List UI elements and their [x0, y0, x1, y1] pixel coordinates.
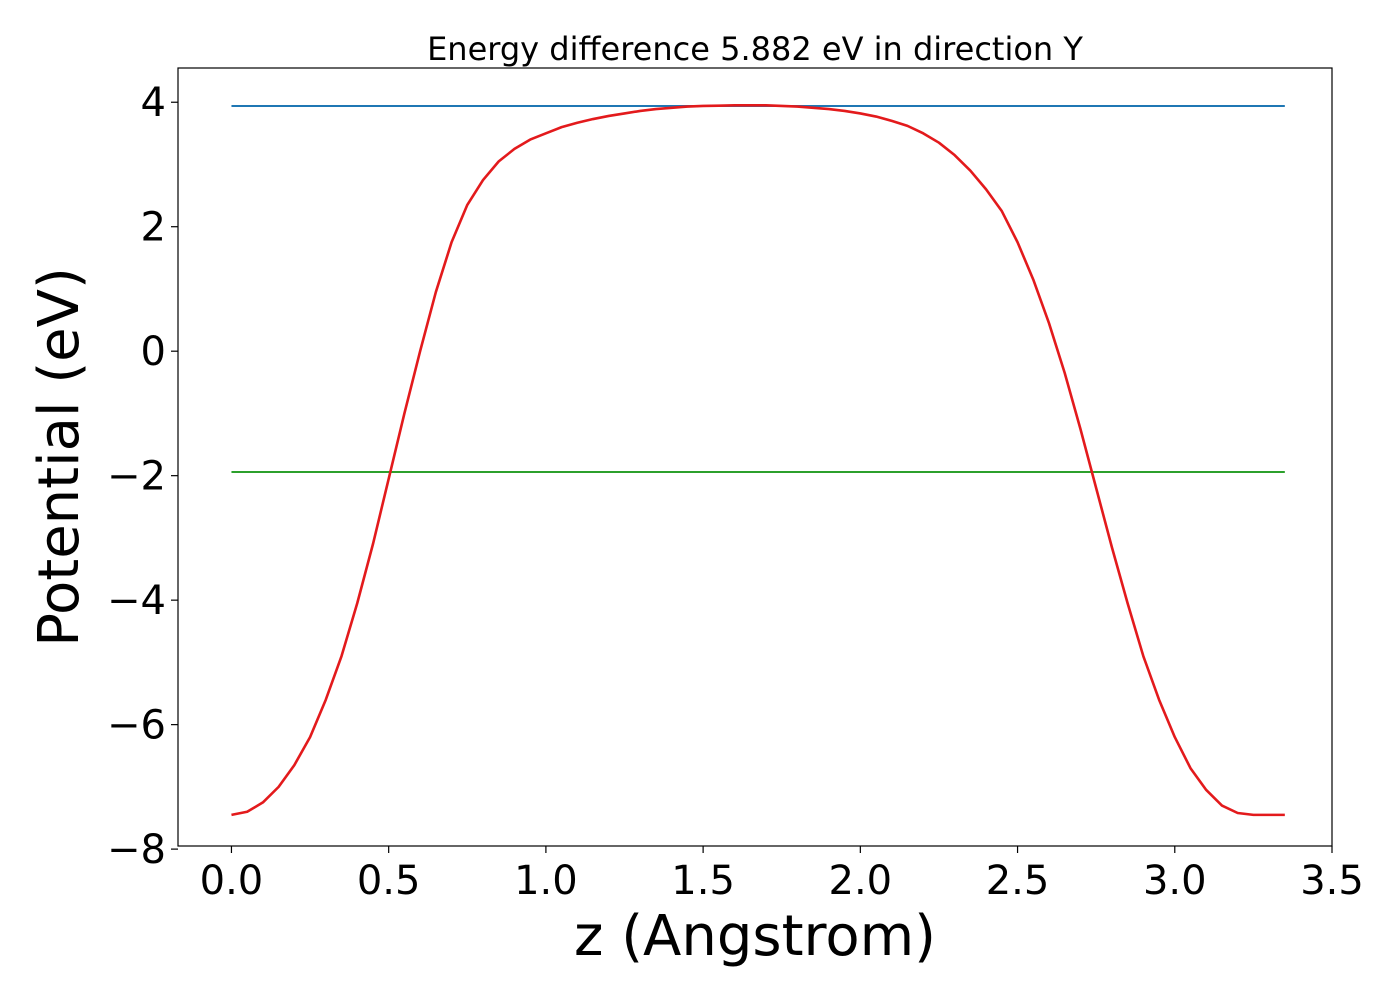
- plot-frame: [177, 67, 1333, 847]
- plot-area: [231, 104, 1285, 817]
- x-tick-label: 1.5: [671, 858, 735, 904]
- series-line-2: [231, 104, 1285, 817]
- x-tick-label: 0.0: [200, 858, 264, 904]
- chart-title: Energy difference 5.882 eV in direction …: [427, 30, 1083, 68]
- x-tick-label: 2.5: [986, 858, 1050, 904]
- x-axis-label: z (Angstrom): [574, 904, 936, 969]
- x-tick-label: 2.0: [829, 858, 893, 904]
- y-axis: −8 −6 −4 −2 0 2 4: [107, 80, 178, 873]
- x-tick-label: 3.0: [1143, 858, 1207, 904]
- x-tick-label: 1.0: [514, 858, 578, 904]
- y-tick-label: 4: [141, 80, 166, 126]
- y-axis-label: Potential (eV): [27, 267, 92, 647]
- x-tick-label: 3.5: [1300, 858, 1364, 904]
- y-tick-label: 2: [141, 205, 166, 251]
- x-axis: 0.0 0.5 1.0 1.5 2.0 2.5 3.0 3.5: [200, 846, 1364, 904]
- y-tick-label: −2: [107, 454, 166, 500]
- x-tick-label: 0.5: [357, 858, 421, 904]
- y-tick-label: 0: [141, 329, 166, 375]
- y-tick-label: −4: [107, 578, 166, 624]
- y-tick-label: −6: [107, 703, 166, 749]
- y-tick-label: −8: [107, 827, 166, 873]
